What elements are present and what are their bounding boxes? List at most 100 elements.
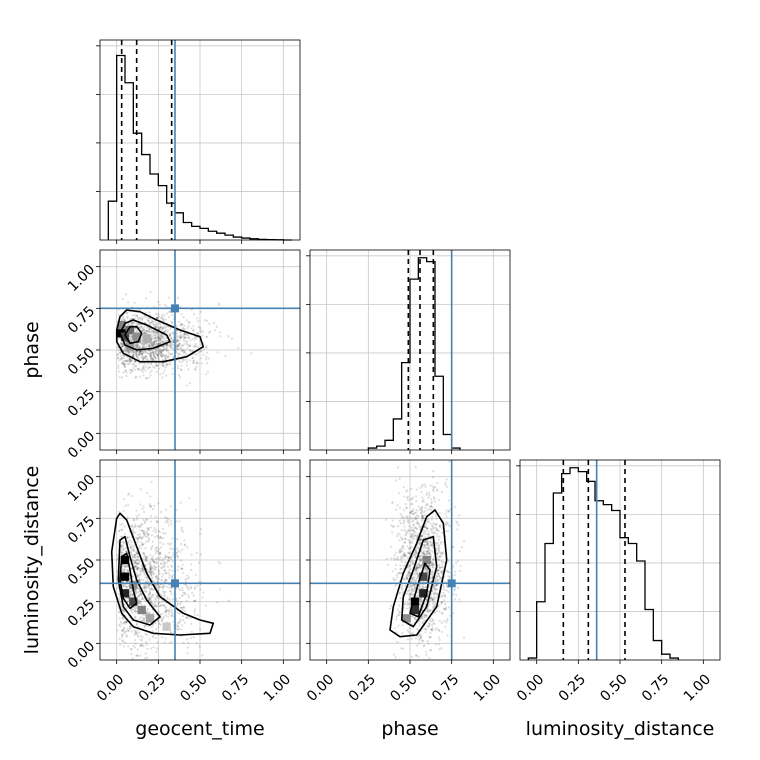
panel-luminosity_distance_vs_geocent_time-sample-297 [175, 547, 178, 550]
panel-luminosity_distance_vs_phase-sample-543 [414, 556, 417, 559]
panel-luminosity_distance_vs_phase-sample-911 [426, 568, 429, 571]
panel-phase_vs_geocent_time-sample-868 [142, 364, 145, 367]
panel-phase_vs_geocent_time-sample-951 [199, 329, 203, 332]
panel-luminosity_distance_vs_phase-sample-166 [404, 534, 407, 537]
panel-luminosity_distance_vs_geocent_time-sample-254 [171, 575, 174, 579]
panel-luminosity_distance_vs_geocent_time-sample-1147 [185, 599, 189, 602]
panel-luminosity_distance_vs_phase-sample-115 [438, 610, 441, 613]
panel-luminosity_distance_vs_geocent_time-sample-1174 [133, 633, 136, 636]
panel-luminosity_distance_vs_geocent_time-sample-829 [143, 585, 147, 588]
panel-phase_vs_geocent_time-sample-1147 [188, 344, 191, 347]
panel-phase_vs_geocent_time-sample-1396 [149, 362, 152, 365]
panel-luminosity_distance_vs_geocent_time-sample-1172 [139, 488, 142, 491]
panel-phase_vs_geocent_time-sample-1251 [159, 323, 162, 326]
panel-luminosity_distance_vs_geocent_time-contour-0 [110, 512, 215, 636]
panel-luminosity_distance_vs_phase-sample-1114 [407, 539, 410, 542]
xtick-label-luminosity_distance-2: 0.50 [597, 671, 630, 704]
panel-phase_vs_geocent_time-sample-906 [149, 357, 153, 360]
panel-phase_vs_geocent_time-sample-1074 [168, 334, 171, 338]
panel-luminosity_distance_vs_phase-sample-1301 [435, 627, 438, 630]
panel-luminosity_distance_vs_geocent_time-sample-378 [176, 622, 180, 625]
panel-luminosity_distance_vs_geocent_time-sample-482 [161, 617, 165, 620]
panel-luminosity_distance_vs_geocent_time-sample-292 [167, 524, 170, 527]
panel-luminosity_distance_vs_geocent_time-sample-563 [139, 644, 142, 647]
panel-phase_vs_geocent_time-sample-792 [150, 336, 153, 340]
panel-luminosity_distance_vs_phase-sample-809 [398, 592, 401, 595]
xtick-label-luminosity_distance-1: 0.25 [556, 671, 589, 704]
panel-luminosity_distance_vs_phase-sample-1102 [411, 562, 414, 565]
panel-phase_vs_geocent_time-sample-236 [129, 340, 132, 343]
panel-phase_vs_geocent_time-sample-581 [140, 318, 143, 322]
panel-phase_vs_geocent_time-sample-592 [181, 344, 184, 347]
panel-phase_vs_geocent_time-sample-744 [141, 359, 145, 362]
panel-phase_vs_geocent_time-sample-1337 [179, 337, 182, 340]
panel-luminosity_distance_vs_geocent_time-sample-678 [152, 573, 155, 576]
panel-luminosity_distance_vs_geocent_time-sample-121 [133, 610, 136, 613]
panel-luminosity_distance_vs_phase-sample-387 [424, 553, 427, 556]
panel-luminosity_distance_vs_geocent_time-sample-856 [194, 508, 197, 511]
panel-luminosity_distance_vs_geocent_time-sample-24 [141, 529, 144, 532]
panel-luminosity_distance_vs_geocent_time-sample-234 [118, 643, 122, 646]
panel-luminosity_distance_vs_geocent_time-sample-917 [155, 595, 158, 598]
panel-luminosity_distance_vs_geocent_time-sample-944 [157, 583, 160, 587]
panel-luminosity_distance_vs_phase-sample-361 [413, 586, 416, 589]
panel-luminosity_distance_vs_geocent_time-sample-313 [134, 630, 137, 633]
panel-phase_vs_geocent_time-sample-602 [166, 330, 169, 334]
panel-luminosity_distance_vs_geocent_time-sample-198 [150, 571, 153, 575]
panel-phase_vs_geocent_time-sample-187 [130, 359, 133, 362]
panel-luminosity_distance_vs_geocent_time-sample-171 [149, 565, 152, 569]
panel-luminosity_distance_vs_geocent_time-sample-986 [192, 594, 195, 597]
panel-luminosity_distance_vs_geocent_time-sample-169 [154, 552, 157, 555]
panel-luminosity_distance_vs_geocent_time-sample-767 [123, 547, 126, 550]
panel-luminosity_distance_vs_geocent_time-sample-1254 [132, 549, 135, 552]
panel-phase_vs_geocent_time-sample-1276 [183, 332, 187, 336]
panel-luminosity_distance_vs_phase-sample-346 [419, 486, 422, 489]
panel-luminosity_distance_vs_geocent_time-sample-786 [138, 579, 141, 582]
panel-luminosity_distance_vs_phase-sample-982 [391, 531, 394, 534]
panel-luminosity_distance_vs_geocent_time-sample-469 [141, 542, 144, 546]
panel-luminosity_distance_vs_geocent_time-sample-139 [140, 639, 144, 642]
panel-phase_vs_geocent_time-sample-758 [129, 335, 132, 338]
panel-phase_vs_geocent_time-sample-403 [175, 332, 178, 335]
panel-luminosity_distance_vs_geocent_time-sample-229 [143, 572, 146, 575]
panel-luminosity_distance_vs_geocent_time-sample-627 [180, 567, 183, 570]
panel-luminosity_distance_vs_geocent_time-sample-1246 [146, 569, 149, 572]
panel-luminosity_distance_vs_phase-sample-1321 [396, 532, 400, 535]
panel-phase_vs_geocent_time-sample-1320 [131, 354, 134, 357]
panel-luminosity_distance_vs_geocent_time-sample-785 [181, 571, 185, 575]
panel-phase_vs_geocent_time-sample-867 [170, 346, 173, 349]
panel-luminosity_distance_vs_phase-sample-330 [423, 569, 427, 572]
panel-phase_vs_geocent_time-sample-213 [151, 358, 154, 361]
panel-luminosity_distance_vs_phase-sample-1291 [431, 558, 435, 561]
panel-phase_vs_geocent_time-sample-1377 [212, 321, 216, 324]
panel-luminosity_distance_vs_phase-sample-313 [412, 578, 415, 581]
panel-luminosity_distance_vs_geocent_time-sample-443 [149, 526, 152, 529]
panel-luminosity_distance_vs_phase-sample-901 [430, 620, 433, 623]
panel-phase_vs_geocent_time-sample-648 [147, 352, 150, 355]
panel-phase_vs_geocent_time-sample-1219 [148, 349, 151, 352]
panel-phase_vs_geocent_time-sample-756 [150, 322, 153, 325]
panel-phase_vs_geocent_time-sample-124 [129, 350, 132, 354]
panel-luminosity_distance_vs_phase-sample-419 [447, 606, 450, 609]
panel-luminosity_distance_vs_geocent_time-sample-527 [145, 556, 148, 559]
panel-phase_vs_geocent_time-sample-546 [152, 323, 155, 326]
panel-phase_vs_geocent_time-sample-1384 [169, 345, 172, 348]
panel-luminosity_distance_vs_geocent_time-sample-812 [142, 619, 145, 622]
panel-phase_vs_geocent_time-sample-822 [192, 361, 195, 365]
panel-luminosity_distance_vs_geocent_time-sample-655 [126, 541, 130, 545]
panel-luminosity_distance_vs_phase-sample-793 [389, 557, 393, 560]
panel-luminosity_distance_vs_geocent_time-sample-220 [121, 672, 123, 674]
panel-phase_vs_geocent_time-sample-881 [153, 355, 156, 359]
panel-phase_vs_geocent_time-sample-68 [156, 353, 159, 356]
panel-luminosity_distance_vs_phase-sample-1184 [414, 551, 418, 555]
panel-luminosity_distance_vs_phase-sample-352 [403, 554, 406, 557]
panel-phase_vs_geocent_time-sample-1365 [170, 342, 173, 346]
xtick-label-phase-3: 0.75 [429, 671, 462, 704]
panel-phase_vs_geocent_time-sample-1398 [179, 305, 182, 308]
panel-luminosity_distance_vs_geocent_time-sample-1004 [160, 617, 163, 620]
panel-luminosity_distance_vs_geocent_time-sample-285 [143, 624, 146, 628]
panel-luminosity_distance_vs_phase-sample-455 [405, 516, 408, 519]
panel-luminosity_distance_vs_phase-sample-1366 [386, 563, 390, 567]
panel-luminosity_distance_vs_geocent_time-sample-1242 [133, 554, 136, 557]
panel-phase_vs_geocent_time-sample-1392 [139, 340, 142, 343]
